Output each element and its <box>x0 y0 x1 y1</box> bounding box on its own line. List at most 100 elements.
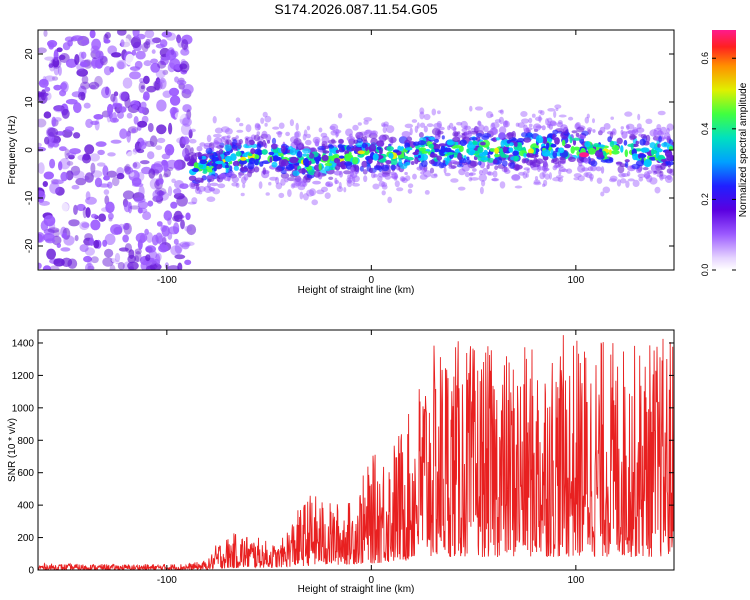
heatmap-cell <box>394 172 398 180</box>
heatmap-cell <box>433 122 442 129</box>
heatmap-cell <box>349 133 353 138</box>
heatmap-cell <box>480 141 486 146</box>
heatmap-cell <box>561 139 566 147</box>
heatmap-cell <box>142 211 152 221</box>
heatmap-cell <box>42 75 47 86</box>
heatmap-cell <box>197 151 202 157</box>
heatmap-cell <box>452 136 461 143</box>
heatmap-cell <box>600 191 605 197</box>
heatmap-cell <box>94 58 104 69</box>
heatmap-cell <box>38 78 49 88</box>
heatmap-cell <box>82 206 88 219</box>
snr-ytick-label: 800 <box>17 436 34 447</box>
heatmap-cell <box>309 188 317 197</box>
heatmap-cell <box>378 136 386 141</box>
heatmap-cell <box>90 162 96 174</box>
heatmap-cell <box>629 133 636 141</box>
heatmap-cell <box>42 265 52 270</box>
heatmap-cell <box>621 173 629 177</box>
heatmap-cell <box>191 197 198 205</box>
heatmap-cell <box>643 171 651 179</box>
heatmap-cell <box>437 110 441 115</box>
heatmap-cell <box>51 56 62 69</box>
heatmap-cell <box>414 125 419 133</box>
heatmap-cell <box>156 221 163 227</box>
heatmap-cell <box>273 155 279 162</box>
heatmap-cell <box>225 168 229 173</box>
heatmap-cell <box>184 225 193 232</box>
heatmap-cell <box>183 156 191 162</box>
heatmap-cell <box>656 130 664 138</box>
heatmap-cell <box>513 141 518 147</box>
heatmap-cell <box>257 124 261 130</box>
heatmap-cell <box>646 134 651 143</box>
heatmap-cell <box>113 91 119 97</box>
heatmap-cell <box>464 130 473 138</box>
heatmap-cell <box>584 116 589 124</box>
heatmap-cell <box>543 160 548 168</box>
heatmap-cell <box>103 189 110 195</box>
heatmap-cell <box>511 174 521 181</box>
heatmap-cell <box>481 179 486 187</box>
heatmap-cell <box>555 164 564 169</box>
heatmap-cell <box>69 148 81 155</box>
heatmap-cell <box>180 48 190 56</box>
heatmap-cell <box>555 107 559 112</box>
heatmap-cell <box>453 132 459 137</box>
heatmap-cell <box>89 153 101 162</box>
heatmap-cell <box>432 143 441 151</box>
heatmap-cell <box>324 165 331 172</box>
heatmap-cell <box>624 149 628 158</box>
heatmap-cell <box>170 201 178 209</box>
heatmap-cell <box>135 50 146 60</box>
colorbar-tick-label: 0.6 <box>700 52 710 65</box>
heatmap-cell <box>76 203 86 212</box>
heatmap-cell <box>260 117 265 124</box>
heatmap-cell <box>381 190 386 196</box>
heatmap-cell <box>264 115 272 123</box>
heatmap-cell <box>531 113 536 118</box>
heatmap-cell <box>509 162 516 169</box>
heatmap-cell <box>537 166 547 171</box>
heatmap-cell <box>147 200 154 207</box>
heatmap-cell <box>65 98 78 105</box>
heatmap-cell <box>132 161 141 170</box>
heatmap-cell <box>322 150 330 154</box>
heatmap-cell <box>303 129 308 137</box>
heatmap-cell <box>611 144 620 151</box>
heatmap-cell <box>356 132 362 138</box>
heatmap-cell <box>456 121 463 126</box>
heatmap-cell <box>372 153 379 161</box>
heatmap-cell <box>123 201 131 213</box>
heatmap-cell <box>52 58 60 68</box>
heatmap-cell <box>143 75 150 85</box>
heatmap-cell <box>44 86 51 92</box>
heatmap-cell <box>351 175 360 183</box>
heatmap-cell <box>558 169 562 176</box>
heatmap-cell <box>361 160 368 168</box>
heatmap-cell <box>471 137 478 141</box>
heatmap-cell <box>386 146 394 152</box>
heatmap-cell <box>637 113 641 121</box>
heatmap-cell <box>44 56 55 61</box>
heatmap-cell <box>58 161 63 171</box>
heatmap-cell <box>599 126 606 134</box>
heatmap-cell <box>253 166 260 173</box>
heatmap-cell <box>72 170 85 179</box>
heatmap-cell <box>85 191 91 201</box>
heatmap-cell <box>609 175 618 182</box>
heatmap-cell <box>202 170 208 174</box>
heatmap-cell <box>212 116 217 124</box>
heatmap-cell <box>346 177 353 183</box>
heatmap-cell <box>468 172 474 177</box>
heatmap-cell <box>285 131 290 137</box>
heatmap-cell <box>134 255 140 263</box>
heatmap-cell <box>363 136 368 142</box>
heatmap-cell <box>84 247 95 256</box>
heatmap-cell <box>198 190 203 195</box>
heatmap-cell <box>45 147 55 157</box>
heatmap-cell <box>656 124 662 130</box>
heatmap-cell <box>245 124 252 133</box>
heatmap-cell <box>525 173 529 178</box>
